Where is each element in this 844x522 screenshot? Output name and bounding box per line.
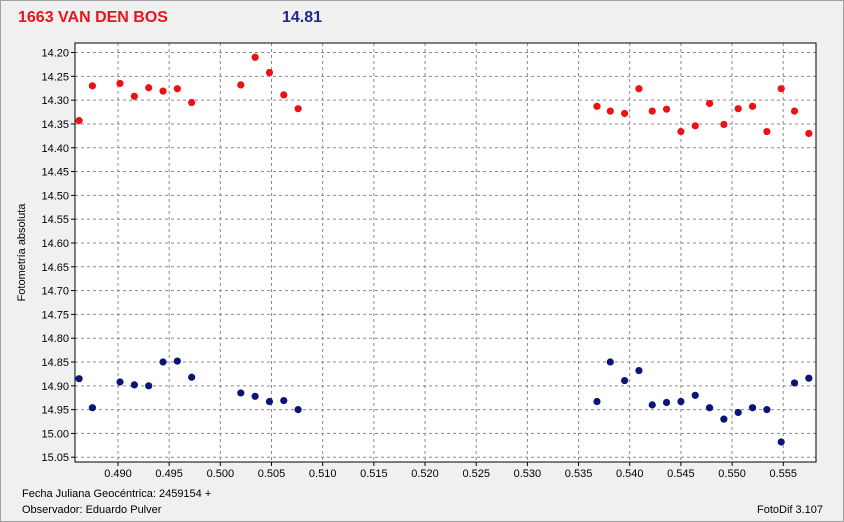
red-data-point xyxy=(621,109,629,118)
red-data-point xyxy=(280,91,288,99)
red-data-point xyxy=(251,53,259,61)
software-version-label: FotoDif 3.107 xyxy=(757,504,824,516)
red-data-point xyxy=(75,117,83,125)
y-axis-label: Fotometría absoluta xyxy=(16,203,28,302)
red-data-point xyxy=(691,122,699,130)
y-tick-label: 14.80 xyxy=(41,333,69,345)
blue-data-point xyxy=(130,381,138,389)
red-data-point xyxy=(748,102,757,110)
x-tick-label: 0.500 xyxy=(207,468,235,480)
y-tick-label: 15.05 xyxy=(41,452,69,464)
blue-data-point xyxy=(251,392,259,400)
x-tick-label: 0.515 xyxy=(360,468,388,480)
y-tick-label: 14.95 xyxy=(41,405,69,417)
y-tick-label: 14.70 xyxy=(41,286,69,298)
julian-date-label: Fecha Juliana Geocéntrica: 2459154 + xyxy=(22,488,212,500)
blue-data-point xyxy=(763,406,771,414)
blue-data-point xyxy=(188,373,196,381)
red-data-point xyxy=(294,105,302,113)
blue-data-point xyxy=(88,404,96,412)
red-data-point xyxy=(677,127,685,136)
y-tick-label: 14.50 xyxy=(41,190,69,202)
blue-data-point xyxy=(720,415,728,423)
y-tick-label: 14.55 xyxy=(41,214,69,226)
x-tick-label: 0.545 xyxy=(667,468,695,480)
blue-data-point xyxy=(75,375,83,383)
red-data-point xyxy=(265,68,274,77)
blue-data-point xyxy=(593,397,601,406)
x-tick-label: 0.495 xyxy=(155,468,183,480)
y-tick-label: 14.40 xyxy=(41,143,69,155)
blue-data-point xyxy=(294,406,302,414)
x-tick-label: 0.520 xyxy=(411,468,439,480)
x-tick-label: 0.490 xyxy=(104,468,132,480)
observer-label: Observador: Eduardo Pulver xyxy=(22,504,162,516)
red-data-point xyxy=(145,84,153,92)
red-data-point xyxy=(720,120,728,129)
y-tick-label: 15.00 xyxy=(41,428,69,440)
red-data-point xyxy=(606,107,614,115)
y-tick-label: 14.35 xyxy=(41,119,69,131)
blue-data-point xyxy=(145,382,153,390)
object-title: 1663 VAN DEN BOS xyxy=(18,9,168,26)
blue-data-point xyxy=(734,408,742,417)
x-tick-label: 0.525 xyxy=(462,468,490,480)
x-tick-label: 0.550 xyxy=(718,468,746,480)
y-tick-label: 14.75 xyxy=(41,309,69,321)
y-tick-label: 14.60 xyxy=(41,238,69,250)
red-data-point xyxy=(734,105,742,113)
reference-magnitude: 14.81 xyxy=(282,9,323,26)
y-tick-label: 14.25 xyxy=(41,71,69,83)
blue-data-point xyxy=(173,357,181,365)
blue-data-point xyxy=(635,366,643,375)
blue-data-point xyxy=(606,358,614,366)
red-data-point xyxy=(130,92,138,100)
blue-data-point xyxy=(805,374,813,382)
red-data-point xyxy=(173,85,181,93)
blue-data-point xyxy=(621,376,629,385)
y-tick-label: 14.90 xyxy=(41,381,69,393)
y-tick-label: 14.20 xyxy=(41,48,69,60)
red-data-point xyxy=(790,107,799,115)
blue-data-point xyxy=(748,404,757,412)
blue-data-point xyxy=(705,404,714,412)
x-tick-label: 0.540 xyxy=(616,468,644,480)
red-data-point xyxy=(159,87,167,95)
red-data-point xyxy=(593,102,601,110)
x-tick-label: 0.555 xyxy=(769,468,797,480)
red-data-point xyxy=(805,129,813,138)
blue-data-point xyxy=(265,397,274,406)
y-tick-label: 14.30 xyxy=(41,95,69,107)
x-tick-label: 0.530 xyxy=(514,468,542,480)
red-data-point xyxy=(188,98,196,107)
x-tick-label: 0.535 xyxy=(565,468,593,480)
blue-data-point xyxy=(159,358,167,366)
blue-data-point xyxy=(677,397,685,406)
y-tick-label: 14.65 xyxy=(41,262,69,274)
red-data-point xyxy=(662,105,671,113)
blue-data-point xyxy=(116,378,124,386)
red-data-point xyxy=(237,81,245,89)
y-tick-label: 14.85 xyxy=(41,357,69,369)
red-data-point xyxy=(635,85,643,93)
red-data-point xyxy=(705,99,714,108)
y-tick-label: 14.45 xyxy=(41,167,69,179)
plot-border xyxy=(74,42,817,463)
blue-data-point xyxy=(691,391,699,399)
red-data-point xyxy=(116,79,124,88)
blue-data-point xyxy=(280,396,288,405)
red-data-point xyxy=(648,107,656,115)
red-data-point xyxy=(777,85,785,93)
plot-area xyxy=(75,43,816,462)
x-tick-label: 0.510 xyxy=(309,468,337,480)
blue-data-point xyxy=(648,401,656,409)
blue-data-point xyxy=(237,389,245,397)
red-data-point xyxy=(88,82,96,90)
blue-data-point xyxy=(662,398,671,407)
blue-data-point xyxy=(790,379,799,387)
blue-data-point xyxy=(777,438,785,446)
x-tick-label: 0.505 xyxy=(258,468,286,480)
red-data-point xyxy=(763,127,771,136)
